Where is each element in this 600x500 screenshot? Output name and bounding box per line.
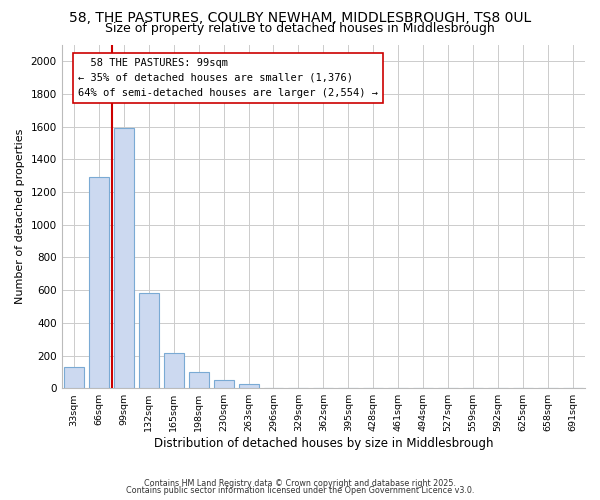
Bar	[164, 353, 184, 388]
Bar	[214, 380, 233, 388]
Text: 58, THE PASTURES, COULBY NEWHAM, MIDDLESBROUGH, TS8 0UL: 58, THE PASTURES, COULBY NEWHAM, MIDDLES…	[69, 11, 531, 25]
Text: 58 THE PASTURES: 99sqm
← 35% of detached houses are smaller (1,376)
64% of semi-: 58 THE PASTURES: 99sqm ← 35% of detached…	[78, 58, 378, 98]
Bar	[114, 128, 134, 388]
Bar	[239, 384, 259, 388]
Bar	[189, 372, 209, 388]
Text: Size of property relative to detached houses in Middlesbrough: Size of property relative to detached ho…	[105, 22, 495, 35]
X-axis label: Distribution of detached houses by size in Middlesbrough: Distribution of detached houses by size …	[154, 437, 493, 450]
Text: Contains HM Land Registry data © Crown copyright and database right 2025.: Contains HM Land Registry data © Crown c…	[144, 478, 456, 488]
Y-axis label: Number of detached properties: Number of detached properties	[15, 129, 25, 304]
Bar	[64, 367, 84, 388]
Bar	[89, 176, 109, 388]
Bar	[139, 294, 159, 388]
Text: Contains public sector information licensed under the Open Government Licence v3: Contains public sector information licen…	[126, 486, 474, 495]
